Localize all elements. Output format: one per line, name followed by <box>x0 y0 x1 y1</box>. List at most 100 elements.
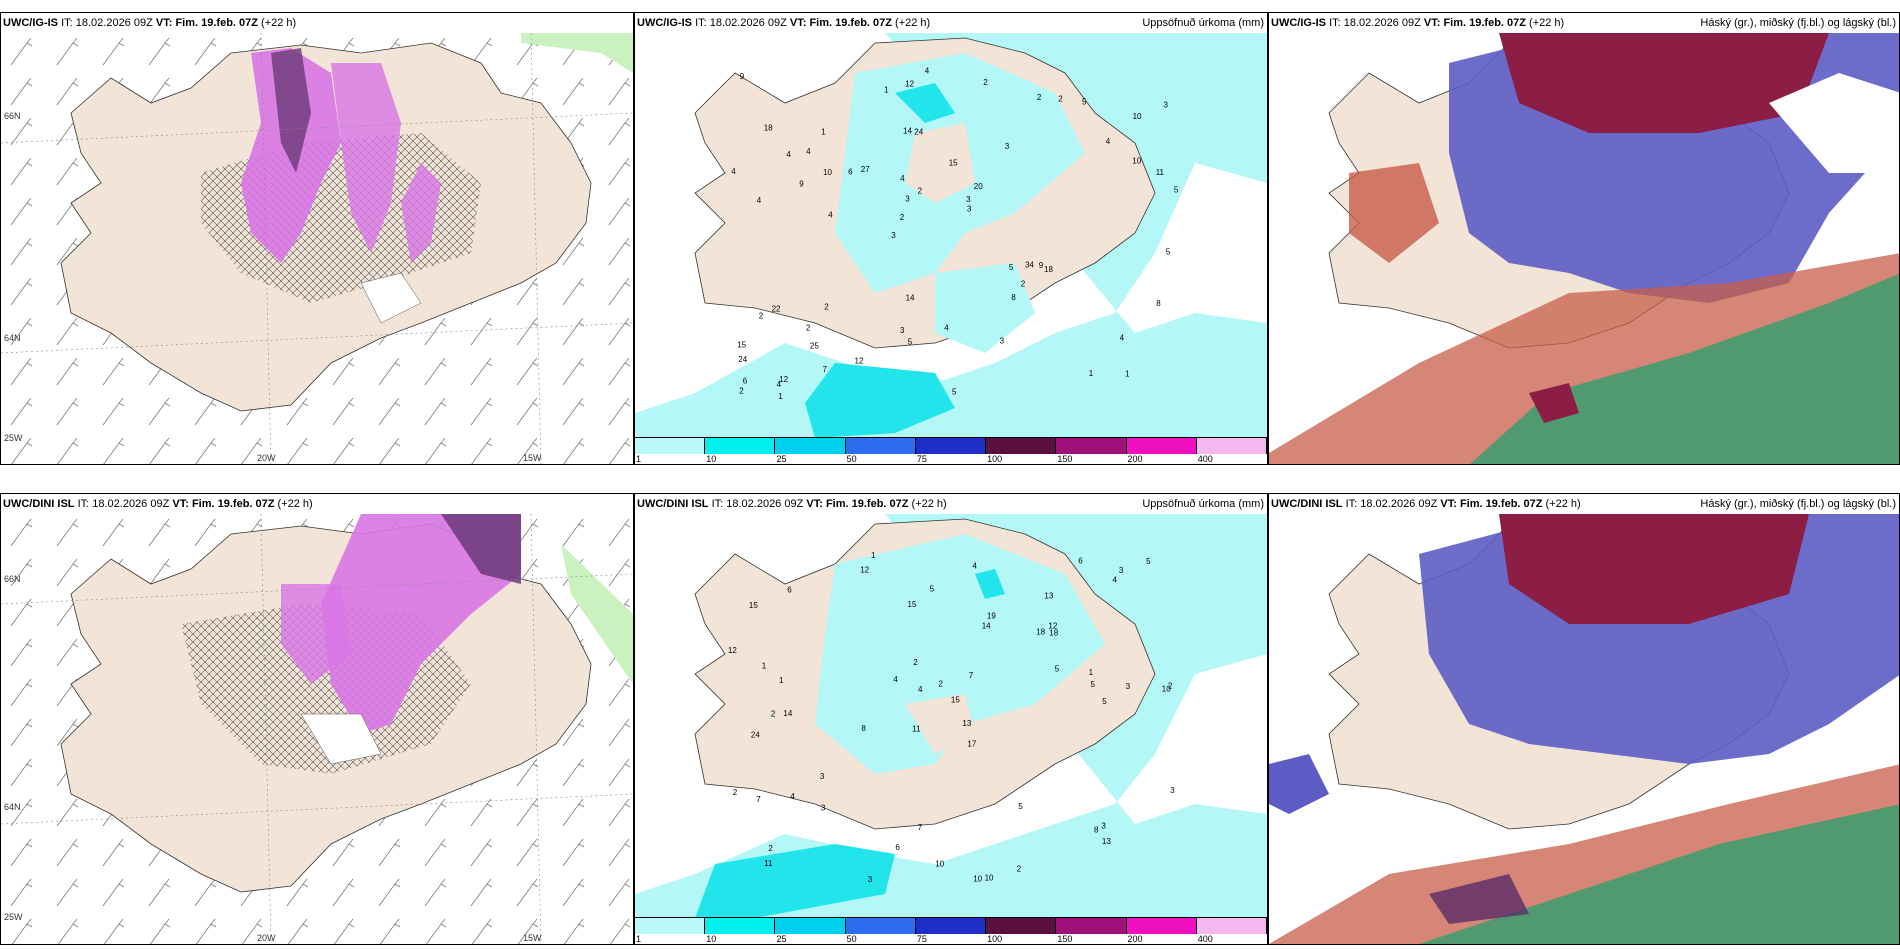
vt-value: Fim. 19.feb. 07Z <box>809 17 892 29</box>
colorbar-label: 25 <box>776 934 787 944</box>
lat-label-64: 64N <box>4 333 21 343</box>
precip-value: 3 <box>1164 101 1169 110</box>
colorbar-segment <box>915 918 987 934</box>
precip-value: 5 <box>1018 802 1023 811</box>
precip-value: 4 <box>900 174 905 183</box>
colorbar-segment <box>775 918 846 934</box>
precip-value: 5 <box>1009 263 1014 272</box>
it-value: 18.02.2026 09Z <box>709 17 787 29</box>
lon-label-20: 20W <box>257 933 276 943</box>
precip-value: 12 <box>855 357 864 366</box>
precip-value: 1 <box>778 392 783 401</box>
colorbar-label: 400 <box>1197 934 1213 944</box>
cloud-title: Háský (gr.), miðský (fj.bl.) og lágský (… <box>1700 17 1896 29</box>
map-wind-snow <box>1 33 633 464</box>
colorbar-label: 1 <box>636 454 642 464</box>
precip-value: 3 <box>967 204 972 213</box>
colorbar-label: 400 <box>1197 454 1213 464</box>
precip-value: 19 <box>987 612 996 621</box>
panel-title: UWC/IG-IS IT: 18.02.2026 09Z VT: Fim. 19… <box>637 17 930 29</box>
vt-value: Fim. 19.feb. 07Z <box>191 498 275 510</box>
colorbar-segment <box>705 438 776 454</box>
precip-value: 12 <box>779 375 788 384</box>
map-wind-snow <box>1 514 633 944</box>
precip-value: 9 <box>740 72 745 81</box>
colorbar-segment <box>1126 438 1197 454</box>
lon-label-15: 15W <box>523 933 542 943</box>
precip-value: 2 <box>1058 95 1063 104</box>
vt-label: VT: <box>172 498 189 510</box>
precip-value: 12 <box>728 646 737 655</box>
colorbar-segment <box>705 918 776 934</box>
precip-value: 22 <box>772 305 781 314</box>
precip-value: 2 <box>759 311 764 320</box>
precip-value: 2 <box>1037 93 1042 102</box>
lon-label-25: 25W <box>4 433 23 443</box>
precip-value: 3 <box>1170 786 1175 795</box>
precip-value: 5 <box>1055 665 1060 674</box>
precip-value: 2 <box>900 213 905 222</box>
precip-value: 18 <box>1044 265 1053 274</box>
precip-value: 15 <box>951 696 960 705</box>
precip-value: 27 <box>861 165 870 174</box>
precip-value: 5 <box>1102 697 1107 706</box>
it-label: IT: <box>1329 17 1341 29</box>
precip-value: 6 <box>895 843 900 852</box>
precip-value: 9 <box>1039 261 1044 270</box>
precip-value: 2 <box>913 658 918 667</box>
colorbar-segment <box>1126 918 1197 934</box>
precip-value: 4 <box>786 150 791 159</box>
panel-dini-wind: UWC/DINI ISL IT: 18.02.2026 09Z VT: Fim.… <box>0 493 634 945</box>
precip-title: Uppsöfnuð úrkoma (mm) <box>1142 17 1264 29</box>
colorbar-label: 10 <box>706 454 717 464</box>
panel-title: UWC/DINI ISL IT: 18.02.2026 09Z VT: Fim.… <box>3 498 313 510</box>
vt-label: VT: <box>155 17 173 29</box>
colorbar-segment <box>1056 918 1127 934</box>
lat-label-66: 66N <box>4 111 21 121</box>
precip-value: 6 <box>1078 557 1083 566</box>
panel-igis-precip: UWC/IG-IS IT: 18.02.2026 09Z VT: Fim. 19… <box>634 12 1268 465</box>
colorbar-segment <box>635 438 706 454</box>
precip-value: 14 <box>903 126 912 135</box>
precip-value: 2 <box>1021 280 1026 289</box>
precip-value: 4 <box>1106 137 1111 146</box>
vt-label: VT: <box>806 498 823 510</box>
precip-value: 3 <box>1000 337 1005 346</box>
precip-value: 4 <box>1120 333 1125 342</box>
vt-value: Fim. 19.feb. 07Z <box>1443 17 1526 29</box>
lon-label-15: 15W <box>523 453 542 463</box>
precip-value-labels: 1410331214152227242524201818125510233122… <box>731 67 1179 401</box>
colorbar-segment <box>915 438 987 454</box>
colorbar-label: 200 <box>1127 934 1143 944</box>
colorbar-label: 10 <box>706 934 717 944</box>
precip-value: 4 <box>777 380 782 389</box>
precip-value: 5 <box>908 337 913 346</box>
panel-title: UWC/DINI ISL IT: 18.02.2026 09Z VT: Fim.… <box>637 498 947 510</box>
colorbar-label: 75 <box>916 454 927 464</box>
precip-value: 5 <box>1091 680 1096 689</box>
precip-value: 17 <box>967 739 976 748</box>
precip-value: 1 <box>884 86 889 95</box>
vt-value: Fim. 19.feb. 07Z <box>825 498 909 510</box>
precip-value: 7 <box>969 671 974 680</box>
precip-value: 24 <box>751 731 760 740</box>
precip-value: 4 <box>1113 576 1118 585</box>
precip-value: 5 <box>1174 186 1179 195</box>
precip-value: 13 <box>962 719 971 728</box>
it-value: 18.02.2026 09Z <box>1343 17 1421 29</box>
precip-value: 3 <box>868 875 873 884</box>
it-label: IT: <box>1345 498 1358 510</box>
colorbar-label: 100 <box>987 454 1003 464</box>
precip-value: 1 <box>1089 668 1094 677</box>
precip-value: 10 <box>935 860 944 869</box>
precip-value: 18 <box>1036 627 1045 636</box>
precip-value: 15 <box>949 159 958 168</box>
colorbar-label: 150 <box>1057 454 1073 464</box>
precip-value: 11 <box>912 724 921 733</box>
precip-value: 4 <box>925 67 930 76</box>
precip-value: 10 <box>985 873 994 882</box>
precip-value: 24 <box>738 355 747 364</box>
map-clouds <box>1269 33 1899 464</box>
